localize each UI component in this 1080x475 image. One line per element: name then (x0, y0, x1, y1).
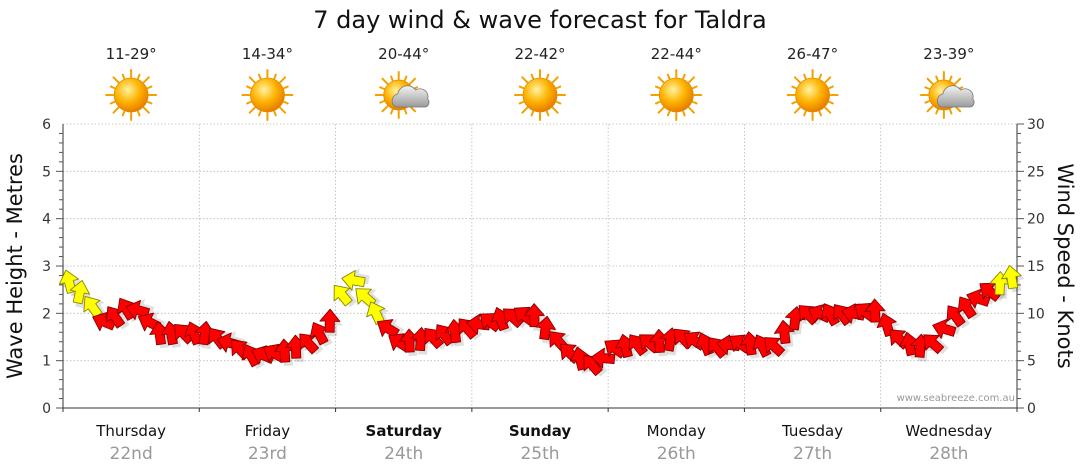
grid (62, 123, 1018, 412)
day-labels: Thursday 22nd Friday 23rd Saturday 24th Sunday… (95, 422, 992, 464)
left-tick-label: 0 (42, 401, 51, 417)
day-date: 28th (929, 444, 968, 464)
wind-arrow (591, 345, 620, 369)
right-tick-label: 20 (1027, 212, 1045, 228)
wind-arrow (319, 308, 343, 337)
wind-arrow (764, 337, 790, 358)
wind-arrow (773, 319, 798, 348)
wind-arrow (376, 319, 405, 339)
sun-icon (241, 69, 294, 121)
right-axis: 0 5 10 15 20 25 30 (1016, 117, 1045, 417)
sunny-icon (650, 69, 703, 121)
sun-icon (105, 69, 158, 121)
right-tick-label: 10 (1027, 306, 1045, 322)
wind-arrow (1001, 264, 1025, 293)
wind-arrow (523, 303, 548, 331)
sun-icon (650, 69, 703, 121)
right-tick-label: 0 (1027, 401, 1036, 417)
sun-icon (786, 69, 839, 121)
left-tick-label: 3 (42, 259, 51, 275)
right-tick-label: 30 (1027, 117, 1045, 133)
temperature-range: 11-29° (106, 45, 157, 63)
left-tick-label: 2 (42, 306, 51, 322)
right-axis-title: Wind Speed - Knots (1053, 163, 1077, 368)
day-date: 25th (520, 444, 559, 464)
day-name: Sunday (509, 422, 572, 440)
credit-text: www.seabreeze.com.au (897, 393, 1015, 404)
left-tick-label: 1 (42, 354, 51, 370)
wind-arrow (923, 334, 949, 355)
right-tick-label: 25 (1027, 164, 1045, 180)
wind-arrow (69, 279, 92, 309)
day-date: 24th (384, 444, 423, 464)
left-tick-label: 6 (42, 117, 51, 133)
temperature-range: 14-34° (242, 45, 293, 63)
temperature-range: 22-42° (514, 45, 565, 63)
day-date: 27th (793, 444, 832, 464)
wind-arrow (864, 298, 889, 327)
sun-icon (514, 69, 566, 121)
temperature-range: 20-44° (378, 45, 429, 63)
wind-arrow (535, 315, 558, 345)
day-name: Thursday (95, 422, 166, 440)
sunny-icon (786, 69, 839, 121)
day-date: 23rd (248, 444, 287, 464)
wind-arrow (125, 298, 155, 321)
wind-arrow (299, 333, 324, 355)
sunny-icon (105, 69, 158, 121)
partly-cloudy-icon (374, 71, 430, 119)
day-name: Tuesday (781, 422, 843, 440)
cloud-icon (936, 85, 975, 108)
right-tick-label: 15 (1027, 259, 1045, 275)
day-name: Wednesday (905, 422, 992, 440)
day-date: 22nd (110, 444, 153, 464)
chart-title: 7 day wind & wave forecast for Taldra (313, 6, 767, 34)
temperature-range: 22-44° (651, 45, 702, 63)
sunny-icon (514, 69, 566, 121)
temperature-range: 23-39° (923, 45, 974, 63)
left-tick-label: 4 (42, 212, 51, 228)
cloud-icon (391, 85, 430, 108)
wind-arrow (341, 268, 370, 291)
partly-cloudy-icon (919, 71, 975, 119)
temperature-range: 26-47° (787, 45, 838, 63)
wind-arrow (333, 284, 358, 308)
wind-arrows (58, 264, 1025, 377)
left-axis-title: Wave Height - Metres (3, 153, 27, 379)
right-tick-label: 5 (1027, 354, 1036, 370)
left-axis: 0 1 2 3 4 5 6 (42, 117, 64, 417)
weather-row: 11-29° 14-34° 20-44° 22-42° 22-44° 26-47° 23-3… (105, 45, 975, 121)
day-name: Monday (647, 422, 706, 440)
day-date: 26th (657, 444, 696, 464)
sunny-icon (241, 69, 294, 121)
left-tick-label: 5 (42, 164, 51, 180)
day-name: Friday (245, 422, 291, 440)
day-name: Saturday (366, 422, 443, 440)
